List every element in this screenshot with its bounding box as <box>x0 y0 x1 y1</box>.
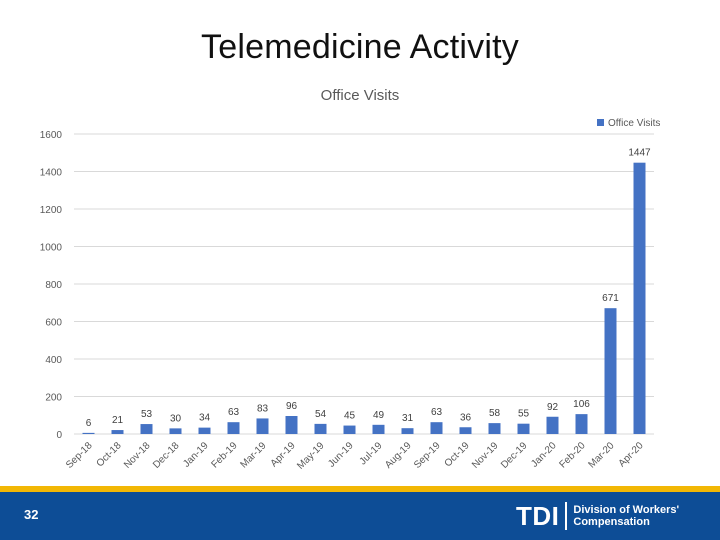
bar <box>169 428 182 434</box>
y-tick-label: 800 <box>45 280 62 291</box>
chart-title: Office Visits <box>321 87 400 104</box>
x-tick-label: Sep-19 <box>412 440 443 471</box>
bar <box>372 424 385 434</box>
data-label: 53 <box>141 409 153 420</box>
data-label: 58 <box>489 408 501 419</box>
bar <box>198 427 211 434</box>
page-number: 32 <box>24 507 39 522</box>
x-tick-label: Sep-18 <box>64 440 95 471</box>
x-tick-label: Apr-19 <box>269 440 298 469</box>
x-tick-label: Jan-20 <box>529 440 559 470</box>
office-visits-chart: Office Visits 0 200 400 600 800 1000 1200 1400 16… <box>40 87 661 472</box>
x-tick-label: Mar-20 <box>586 440 616 470</box>
x-tick-label: Aug-19 <box>383 440 414 471</box>
x-tick-label: May-19 <box>295 440 327 472</box>
data-label: 63 <box>431 407 443 418</box>
bar <box>256 418 269 434</box>
data-label: 96 <box>286 401 298 412</box>
data-label: 30 <box>170 413 182 424</box>
bar <box>517 423 530 434</box>
data-label: 45 <box>344 411 356 422</box>
logo-text: Division of Workers' Compensation <box>573 504 679 528</box>
y-tick-label: 1600 <box>40 130 63 141</box>
data-label: 31 <box>402 413 414 424</box>
x-tick-label: Jun-19 <box>326 440 356 470</box>
data-label: 34 <box>199 413 211 424</box>
data-label: 671 <box>602 293 619 304</box>
data-label: 55 <box>518 409 530 420</box>
x-tick-label: Dec-18 <box>151 440 182 471</box>
y-tick-label: 600 <box>45 318 62 329</box>
bar <box>343 425 356 434</box>
bar <box>82 432 95 434</box>
legend-label: Office Visits <box>608 118 660 129</box>
bar <box>111 430 124 434</box>
y-tick-label: 200 <box>45 393 62 404</box>
bar <box>285 416 298 434</box>
tdi-logo-mark: TDI <box>516 500 560 531</box>
data-label: 49 <box>373 410 385 421</box>
bar <box>314 423 327 434</box>
logo-line-1: Division of Workers' <box>573 504 680 516</box>
x-tick-label: Mar-19 <box>238 440 268 470</box>
x-tick-label: Jan-19 <box>181 440 211 470</box>
slide-title: Telemedicine Activity <box>201 28 519 66</box>
data-label: 36 <box>460 412 472 423</box>
data-label: 83 <box>257 403 269 414</box>
bar <box>546 416 559 434</box>
bar <box>140 424 153 434</box>
x-tick-label: Nov-19 <box>470 440 501 471</box>
data-label: 21 <box>112 415 124 426</box>
y-tick-label: 400 <box>45 355 62 366</box>
data-label: 63 <box>228 407 240 418</box>
y-tick-label: 1400 <box>40 168 63 179</box>
logo-divider <box>565 502 568 530</box>
x-tick-label: Dec-19 <box>499 440 530 471</box>
data-label: 54 <box>315 409 327 420</box>
data-label: 106 <box>573 399 590 410</box>
bar <box>633 162 646 434</box>
bar <box>430 422 443 434</box>
y-tick-label: 1200 <box>40 205 63 216</box>
x-tick-label: Oct-18 <box>95 440 124 469</box>
footer-bar: 32 TDI Division of Workers' Compensation <box>0 492 720 540</box>
y-tick-label: 0 <box>56 430 62 441</box>
y-tick-label: 1000 <box>40 243 63 254</box>
data-label: 6 <box>86 418 92 429</box>
x-tick-label: Apr-20 <box>617 440 646 469</box>
bar <box>575 414 588 434</box>
bar <box>227 422 240 434</box>
bar <box>604 308 617 434</box>
x-tick-label: Feb-20 <box>557 440 587 470</box>
bar <box>488 423 501 434</box>
x-tick-label: Jul-19 <box>358 440 385 467</box>
bar <box>459 427 472 434</box>
x-tick-label: Feb-19 <box>209 440 239 470</box>
legend-swatch <box>597 119 604 126</box>
data-label: 1447 <box>628 148 651 159</box>
logo-line-2: Compensation <box>573 516 650 528</box>
tdi-logo: TDI Division of Workers' Compensation <box>516 500 679 532</box>
data-label: 92 <box>547 402 559 413</box>
x-tick-label: Oct-19 <box>443 440 472 469</box>
x-tick-label: Nov-18 <box>122 440 153 471</box>
bar <box>401 428 414 434</box>
footer-gold-stripe <box>0 486 720 492</box>
